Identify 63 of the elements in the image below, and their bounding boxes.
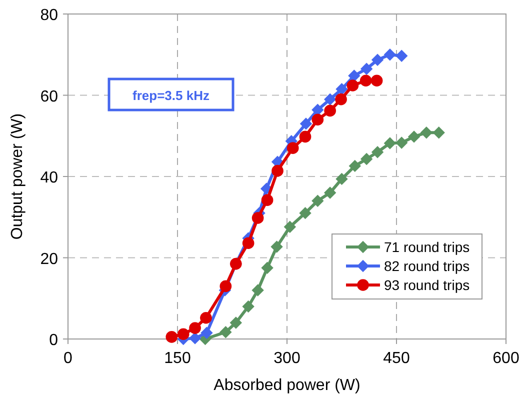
point	[299, 206, 312, 220]
point	[261, 262, 274, 274]
point	[371, 146, 384, 158]
point	[360, 62, 373, 75]
point	[312, 194, 324, 207]
y-tick-label: 20	[40, 250, 58, 268]
point	[371, 54, 384, 66]
point	[360, 152, 373, 166]
point	[220, 326, 232, 338]
point	[336, 83, 348, 96]
y-tick-label: 80	[40, 7, 58, 24]
point	[370, 74, 383, 87]
point	[242, 237, 254, 250]
text-box: frep=3.5 kHz	[108, 78, 234, 112]
point	[360, 74, 372, 87]
x-tick-label: 600	[492, 350, 520, 367]
point	[420, 126, 433, 139]
point	[348, 70, 360, 82]
point	[200, 326, 213, 340]
point	[270, 240, 283, 253]
point	[346, 80, 359, 92]
point	[252, 284, 264, 296]
point	[432, 126, 445, 139]
point	[252, 212, 264, 224]
legend-label: 71 round trips	[384, 239, 470, 255]
x-tick-label: 0	[64, 350, 73, 367]
point	[166, 331, 178, 343]
point	[242, 300, 254, 313]
x-tick-label: 150	[164, 350, 191, 367]
point	[335, 93, 347, 106]
point	[336, 172, 348, 186]
point	[299, 130, 312, 143]
y-axis-title: Output power (W)	[9, 113, 26, 240]
point	[188, 332, 202, 344]
point	[384, 48, 396, 61]
point	[348, 160, 361, 172]
point	[189, 322, 201, 334]
point	[324, 104, 336, 117]
point	[300, 118, 312, 130]
point	[200, 312, 212, 324]
point	[396, 136, 408, 149]
point	[324, 93, 336, 106]
legend-label: 82 round trips	[384, 258, 470, 274]
point	[286, 142, 299, 154]
x-axis-title: Absorbed power (W)	[214, 377, 360, 394]
point	[396, 50, 408, 62]
x-tick-label: 300	[274, 350, 300, 367]
point	[312, 114, 324, 126]
legend-label: 93 round trips	[384, 277, 470, 293]
point	[384, 137, 396, 150]
y-tick-label: 60	[40, 88, 58, 106]
y-tick-label: 0	[49, 332, 58, 349]
point	[177, 328, 190, 340]
point	[408, 130, 420, 143]
point	[261, 194, 274, 206]
point	[272, 164, 284, 177]
point	[230, 316, 242, 329]
point	[324, 186, 336, 199]
y-tick-label: 40	[40, 170, 58, 186]
point	[284, 220, 296, 233]
x-tick-label: 450	[383, 350, 410, 367]
point	[220, 280, 232, 292]
annotation: frep=3.5 kHz	[132, 88, 210, 103]
